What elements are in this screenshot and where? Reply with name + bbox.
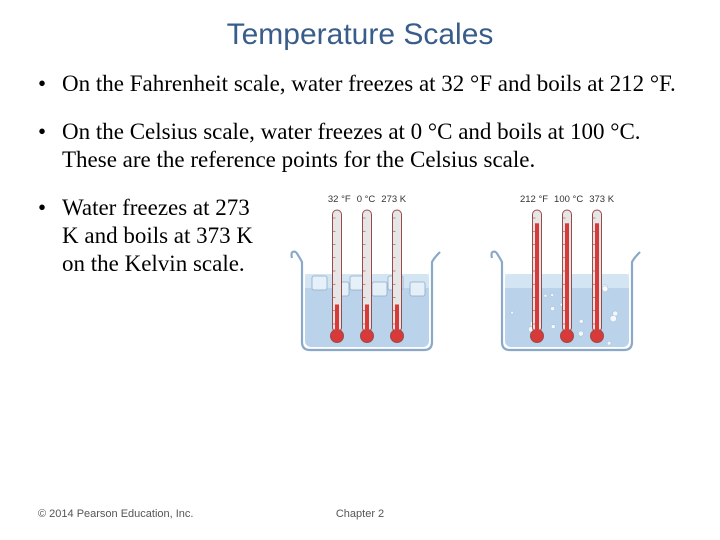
boiling-beaker-group: 212 °F 100 °C 373 K xyxy=(482,194,652,358)
freeze-label-f: 32 °F xyxy=(328,194,351,206)
freeze-label-c: 0 °C xyxy=(357,194,376,206)
boil-label-f: 212 °F xyxy=(520,194,548,206)
bullet-fahrenheit: On the Fahrenheit scale, water freezes a… xyxy=(38,70,682,98)
temperature-figure: 32 °F 0 °C 273 K 212 °F 100 °C 373 K xyxy=(272,194,682,358)
chapter-text: Chapter 2 xyxy=(336,508,384,520)
bullet-celsius: On the Celsius scale, water freezes at 0… xyxy=(38,118,682,174)
copyright-text: © 2014 Pearson Education, Inc. xyxy=(38,508,193,520)
bullet-kelvin-row: Water freezes at 273 K and boils at 373 … xyxy=(38,194,682,358)
boiling-beaker-svg xyxy=(482,208,652,358)
freeze-label-k: 273 K xyxy=(381,194,406,206)
boil-label-k: 373 K xyxy=(589,194,614,206)
freezing-beaker-svg xyxy=(282,208,452,358)
bullet-kelvin: Water freezes at 273 K and boils at 373 … xyxy=(62,194,272,278)
slide-title: Temperature Scales xyxy=(38,18,682,52)
boil-label-c: 100 °C xyxy=(554,194,583,206)
freezing-beaker-group: 32 °F 0 °C 273 K xyxy=(282,194,452,358)
